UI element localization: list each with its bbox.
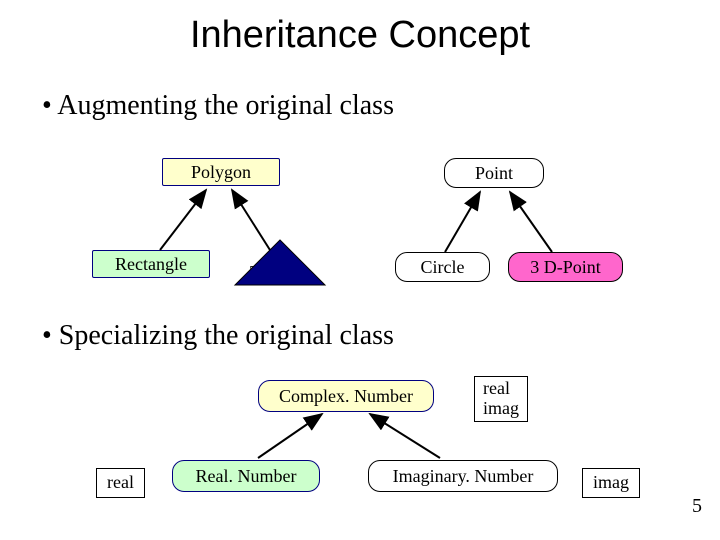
bullet-specializing: • Specializing the original class [42, 320, 394, 352]
annotation-imag: imag [483, 398, 519, 418]
node-3d-point-label: 3 D-Point [530, 257, 601, 278]
node-real-number: Real. Number [172, 460, 320, 492]
node-complex-number-label: Complex. Number [279, 386, 413, 407]
node-rectangle-label: Rectangle [115, 254, 187, 275]
node-polygon-label: Polygon [191, 162, 251, 183]
annotation-real-field: real [96, 468, 145, 498]
node-rectangle: Rectangle [92, 250, 210, 278]
annotation-real-text: real [107, 472, 134, 492]
annotation-real: real [483, 378, 510, 398]
node-circle-label: Circle [421, 257, 465, 278]
node-triangle-label: Triangle [250, 262, 310, 283]
node-point-label: Point [475, 163, 513, 184]
annotation-imag-text: imag [593, 472, 629, 492]
node-imaginary-number-label: Imaginary. Number [393, 466, 534, 487]
node-real-number-label: Real. Number [196, 466, 297, 487]
node-complex-number: Complex. Number [258, 380, 434, 412]
node-circle: Circle [395, 252, 490, 282]
node-point: Point [444, 158, 544, 188]
slide-number: 5 [692, 495, 702, 518]
slide-title: Inheritance Concept [0, 14, 720, 57]
node-imaginary-number: Imaginary. Number [368, 460, 558, 492]
annotation-complex-fields: real imag [474, 376, 528, 422]
annotation-imag-field: imag [582, 468, 640, 498]
node-polygon: Polygon [162, 158, 280, 186]
bullet-augmenting: • Augmenting the original class [42, 90, 394, 122]
node-3d-point: 3 D-Point [508, 252, 623, 282]
